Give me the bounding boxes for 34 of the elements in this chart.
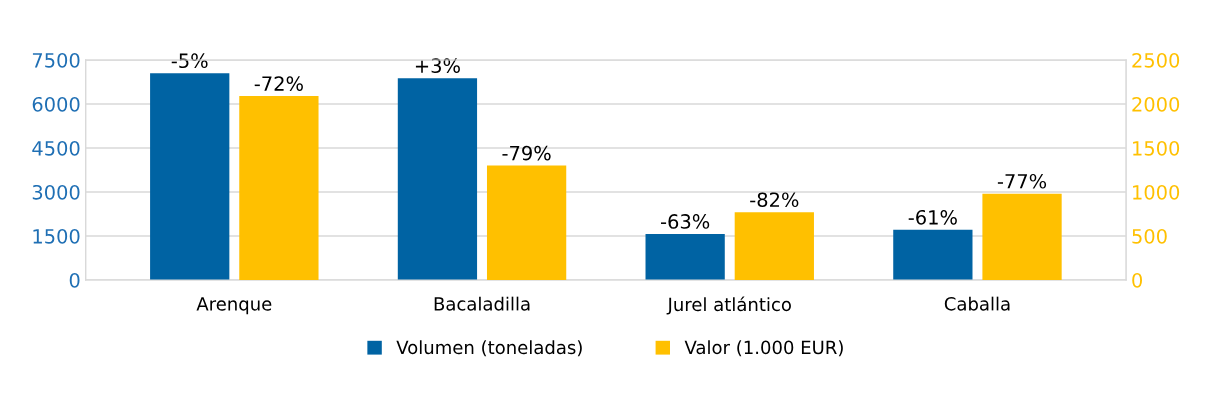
bar: [982, 193, 1062, 280]
y-tick-label: 0: [69, 272, 80, 288]
y2-tick-label: 2500: [1132, 52, 1180, 68]
bar: [734, 212, 814, 280]
annotation: -72%: [254, 76, 303, 91]
legend-label: Valor (1.000 EUR): [684, 340, 843, 357]
annotation: -63%: [660, 214, 710, 229]
y2-tick-label: 1500: [1133, 140, 1180, 156]
annotation: -61%: [908, 209, 957, 225]
bar: [397, 78, 478, 280]
x-tick-label: Bacaladilla: [434, 296, 530, 311]
y-tick-label: 7500: [32, 52, 80, 68]
annotation: +3%: [415, 58, 460, 74]
y-tick-label: 3000: [32, 184, 80, 200]
y2-tick-label: 2000: [1132, 96, 1180, 112]
x-tick-label: Caballa: [944, 296, 1010, 311]
y2-tick-label: 0: [1132, 272, 1143, 288]
annotation: -82%: [750, 192, 799, 208]
annotation: -77%: [997, 173, 1047, 189]
bar: [645, 233, 725, 280]
x-tick-label: Jurel atlántico: [666, 296, 791, 315]
annotation: -79%: [502, 145, 551, 161]
legend-label: Volumen (toneladas): [396, 340, 582, 357]
y2-tick-label: 1000: [1133, 184, 1180, 200]
x-tick-label: Arenque: [196, 297, 272, 315]
bar: [893, 229, 973, 280]
y-tick-label: 1500: [33, 228, 80, 244]
bar: [150, 73, 230, 280]
y-tick-label: 6000: [32, 96, 80, 112]
bar: [486, 165, 567, 280]
y2-tick-label: 500: [1132, 228, 1167, 244]
y-tick-label: 4500: [32, 140, 80, 156]
bar: [239, 96, 319, 280]
annotation: -5%: [171, 53, 208, 69]
